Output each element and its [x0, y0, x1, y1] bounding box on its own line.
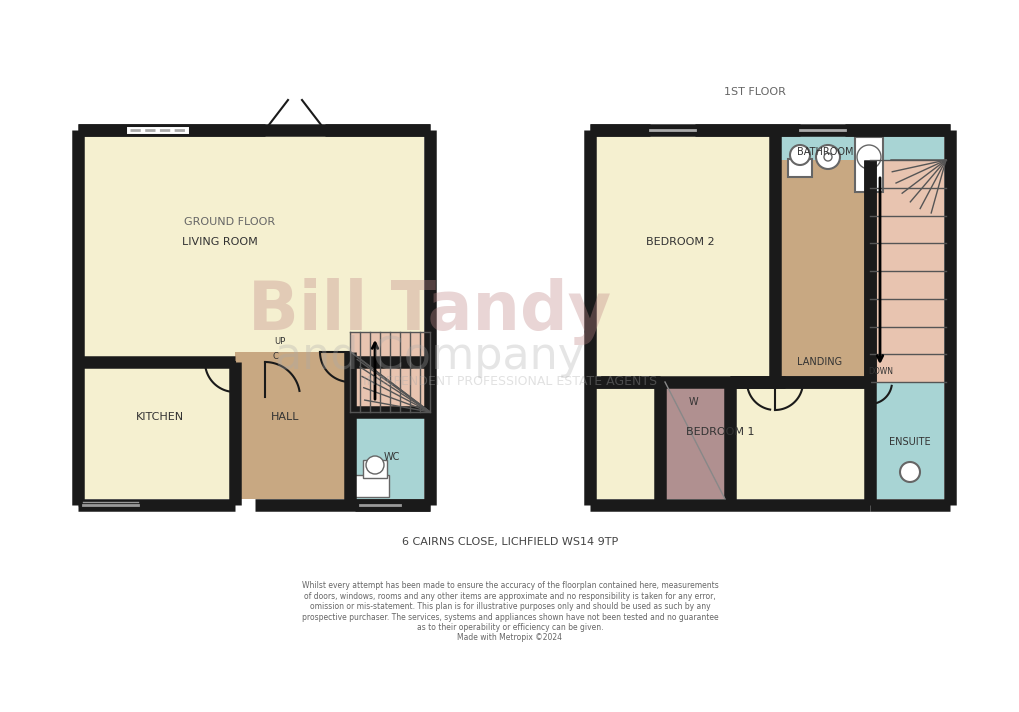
- Bar: [77, 500, 132, 507]
- Bar: [788, 159, 811, 177]
- Bar: [799, 126, 844, 134]
- Bar: [869, 160, 943, 382]
- Bar: [350, 412, 424, 499]
- Text: DOWN: DOWN: [867, 367, 892, 377]
- Text: HALL: HALL: [270, 412, 299, 422]
- Text: GROUND FLOOR: GROUND FLOOR: [184, 217, 275, 227]
- Text: BATHROOM: BATHROOM: [796, 147, 853, 157]
- Bar: [774, 160, 869, 382]
- Bar: [659, 382, 730, 499]
- Circle shape: [856, 145, 880, 169]
- Bar: [854, 137, 882, 192]
- Text: UP: UP: [274, 337, 285, 347]
- Bar: [595, 382, 869, 499]
- Bar: [774, 130, 943, 352]
- Circle shape: [823, 153, 832, 161]
- Circle shape: [790, 145, 809, 165]
- Bar: [84, 362, 234, 499]
- Bar: [129, 126, 184, 134]
- Text: BEDROOM 2: BEDROOM 2: [645, 237, 713, 247]
- Bar: [354, 475, 388, 497]
- Circle shape: [899, 462, 919, 482]
- Bar: [595, 130, 774, 382]
- Text: C: C: [272, 352, 277, 362]
- Bar: [234, 352, 350, 362]
- Text: Bill Tandy: Bill Tandy: [249, 278, 611, 345]
- Bar: [84, 130, 424, 362]
- Text: 1ST FLOOR: 1ST FLOOR: [723, 87, 786, 97]
- Text: 6 CAIRNS CLOSE, LICHFIELD WS14 9TP: 6 CAIRNS CLOSE, LICHFIELD WS14 9TP: [401, 537, 618, 547]
- Text: and Company: and Company: [275, 335, 584, 379]
- Text: ENSUITE: ENSUITE: [889, 437, 930, 447]
- Text: KITCHEN: KITCHEN: [136, 412, 183, 422]
- Bar: [234, 352, 350, 499]
- Bar: [869, 382, 943, 499]
- Bar: [363, 460, 386, 478]
- Text: Whilst every attempt has been made to ensure the accuracy of the floorplan conta: Whilst every attempt has been made to en…: [302, 582, 717, 642]
- Circle shape: [815, 145, 840, 169]
- Text: LIVING ROOM: LIVING ROOM: [182, 237, 258, 247]
- Bar: [649, 126, 694, 134]
- Bar: [350, 332, 430, 412]
- Text: W: W: [688, 397, 697, 407]
- Text: INDEPENDENT PROFESSIONAL ESTATE AGENTS: INDEPENDENT PROFESSIONAL ESTATE AGENTS: [363, 375, 656, 389]
- Text: WC: WC: [383, 452, 399, 462]
- Bar: [360, 500, 399, 507]
- Text: BEDROOM 1: BEDROOM 1: [685, 427, 753, 437]
- Circle shape: [366, 456, 383, 474]
- Text: LANDING: LANDING: [797, 357, 842, 367]
